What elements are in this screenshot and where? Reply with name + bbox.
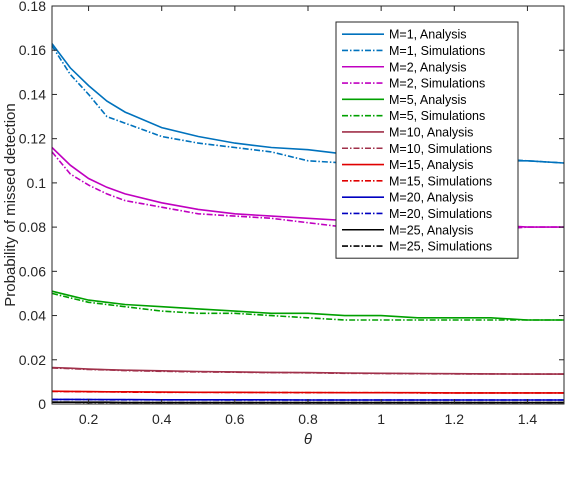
y-axis-label: Probability of missed detection [2,103,19,306]
series-line-8 [51,367,564,375]
legend-entry: M=1, Simulations [389,44,485,58]
legend-entry: M=15, Analysis [389,158,473,172]
series-line-10 [51,390,564,394]
legend-entry: M=2, Analysis [389,60,466,74]
x-tick-label: 1.2 [445,411,465,427]
legend-entry: M=15, Simulations [389,174,492,188]
y-tick-label: 0.14 [19,86,46,102]
series-line-6 [51,292,564,321]
tick-layer: 0.2 0.4 0.6 0.8 1 1.2 1.4 0 0.02 0.04 0.06 0.08 0.1 0… [19,0,564,427]
x-tick-label: 0.6 [225,411,245,427]
y-tick-label: 0.04 [19,308,46,324]
y-tick-label: 0.12 [19,131,46,147]
legend-entry: M=1, Analysis [389,28,466,42]
legend-entry: M=20, Analysis [389,191,473,205]
x-tick-label: 0.8 [298,411,318,427]
legend-entry: M=5, Analysis [389,93,466,107]
legend-entry: M=10, Analysis [389,125,473,139]
y-tick-label: 0.18 [19,0,46,14]
x-tick-label: 0.4 [152,411,172,427]
y-tick-label: 0.16 [19,42,46,58]
legend-entry: M=2, Simulations [389,77,485,91]
legend-entry: M=10, Simulations [389,142,492,156]
x-axis-label: θ [304,431,312,448]
y-tick-label: 0.1 [27,175,47,191]
y-tick-label: 0.08 [19,219,46,235]
legend-entry: M=5, Simulations [389,109,485,123]
legend-entry: M=20, Simulations [389,207,492,221]
x-tick-label: 1 [377,411,385,427]
y-tick-label: 0 [38,396,46,412]
series-line-5 [51,290,564,321]
legend-entry: M=25, Analysis [389,223,473,237]
legend-entry: M=25, Simulations [389,240,492,254]
y-tick-label: 0.06 [19,263,46,279]
x-tick-label: 1.4 [518,411,538,427]
x-tick-label: 0.2 [79,411,99,427]
y-tick-label: 0.02 [19,352,46,368]
series-line-2 [51,45,565,167]
legend: M=1, Analysis M=1, Simulations M=2, Analys… [335,21,519,259]
legend-box [335,21,519,259]
